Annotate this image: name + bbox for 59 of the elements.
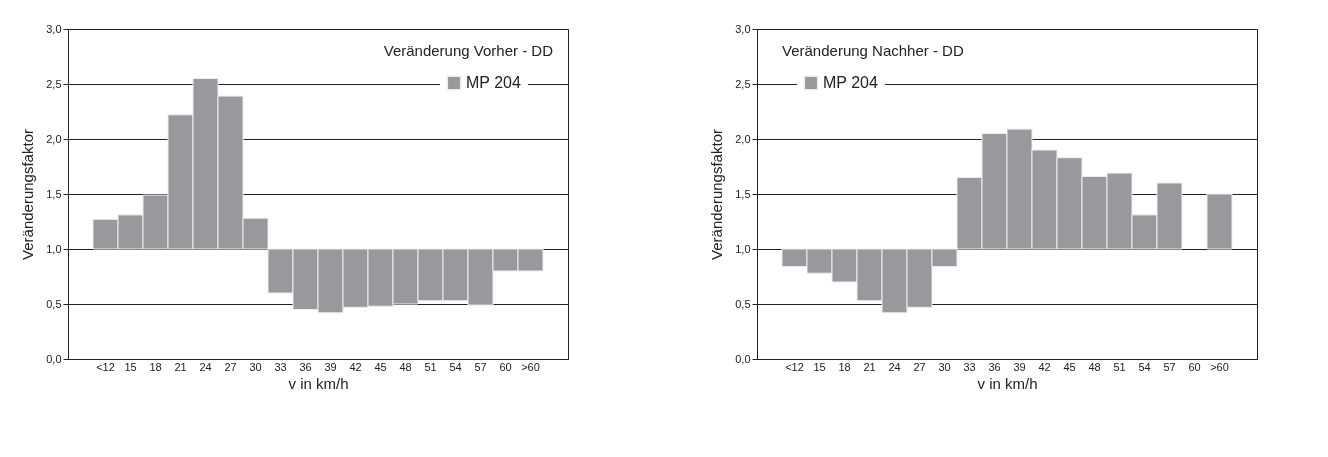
x-tick-label: 45: [374, 360, 387, 373]
y-tick-label: 2,5: [46, 77, 62, 90]
y-tick-label: 1,5: [735, 187, 751, 200]
y-tick-label: 1,0: [735, 242, 751, 255]
y-tick-label: 1,5: [46, 187, 62, 200]
x-tick-label: 33: [963, 360, 976, 373]
x-tick-label: <12: [96, 360, 115, 373]
x-tick-label: 39: [1013, 360, 1026, 373]
x-tick-label: 48: [399, 360, 412, 373]
x-tick-label: 60: [1188, 360, 1201, 373]
x-tick-label: 36: [988, 360, 1001, 373]
x-tick-label: 57: [1163, 360, 1176, 373]
x-tick-label: >60: [1210, 360, 1229, 373]
text: Veränderung Nachher - DD: [782, 42, 964, 59]
y-tick-label: 0,0: [735, 352, 751, 365]
x-tick-label: 45: [1063, 360, 1076, 373]
x-tick-label: 21: [863, 360, 876, 373]
x-tick-label: >60: [521, 360, 540, 373]
x-tick-label: 51: [1113, 360, 1126, 373]
x-tick-label: 24: [888, 360, 901, 373]
y-axis-title: Veränderungsfaktor: [708, 129, 726, 260]
x-tick-label: 24: [199, 360, 212, 373]
x-tick-label: 57: [474, 360, 487, 373]
x-tick-label: 15: [813, 360, 826, 373]
x-tick-label: <12: [785, 360, 804, 373]
y-axis-title: Veränderungsfaktor: [19, 129, 37, 260]
x-axis-title: v in km/h: [288, 374, 349, 392]
x-tick-label: 15: [124, 360, 137, 373]
x-tick-label: 60: [499, 360, 512, 373]
x-axis-title: v in km/h: [977, 374, 1038, 392]
y-tick-label: 0,5: [735, 297, 751, 310]
y-tick-label: 1,0: [46, 242, 62, 255]
x-tick-label: 51: [424, 360, 437, 373]
x-tick-label: 18: [149, 360, 162, 373]
x-tick-label: 33: [274, 360, 287, 373]
y-tick-label: 2,0: [735, 132, 751, 145]
x-tick-label: 39: [324, 360, 337, 373]
x-tick-label: 30: [938, 360, 951, 373]
x-tick-label: 54: [1138, 360, 1151, 373]
x-tick-label: 54: [449, 360, 462, 373]
y-tick-label: 2,5: [735, 77, 751, 90]
bar: [1206, 193, 1233, 250]
x-tick-label: 18: [838, 360, 851, 373]
x-tick-label: 27: [224, 360, 237, 373]
legend-label: MP 204: [466, 74, 521, 91]
x-tick-label: 36: [299, 360, 312, 373]
y-tick-label: 3,0: [46, 22, 62, 35]
x-tick-label: 27: [913, 360, 926, 373]
y-tick-label: 0,5: [46, 297, 62, 310]
x-tick-label: 21: [174, 360, 187, 373]
y-tick-label: 2,0: [46, 132, 62, 145]
x-tick-label: 48: [1088, 360, 1101, 373]
text: Veränderung Vorher - DD: [383, 42, 554, 59]
x-tick-label: 42: [1038, 360, 1051, 373]
x-tick-label: 30: [249, 360, 262, 373]
legend-label: MP 204: [823, 74, 878, 91]
y-tick-label: 3,0: [735, 22, 751, 35]
y-tick-label: 0,0: [46, 352, 62, 365]
x-tick-label: 42: [349, 360, 362, 373]
